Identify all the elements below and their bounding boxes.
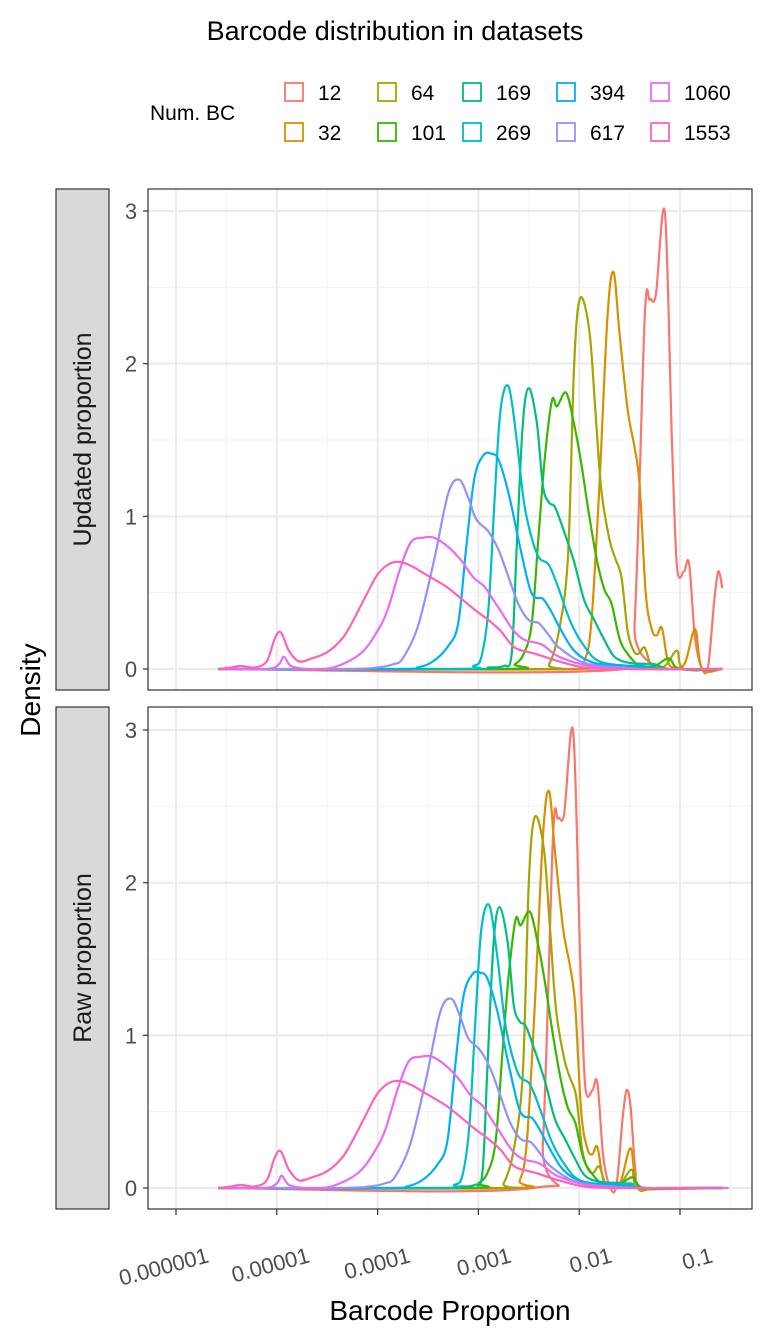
y-tick-label: 3 <box>125 199 137 224</box>
legend-label: 394 <box>590 82 625 105</box>
legend-item-269: 269 <box>462 122 531 145</box>
y-tick-label: 0 <box>125 657 137 682</box>
series-line-394 <box>218 451 723 671</box>
legend-key <box>650 82 670 102</box>
legend-item-64: 64 <box>377 82 435 105</box>
legend-key <box>556 82 576 102</box>
strip-label: Raw proportion <box>69 873 97 1043</box>
x-tick-label: 0.01 <box>567 1243 615 1278</box>
panel-background <box>148 707 752 1209</box>
legend-label: 169 <box>496 82 531 105</box>
y-tick-label: 2 <box>125 871 137 896</box>
legend-key <box>462 82 482 102</box>
legend-label: 32 <box>318 122 341 145</box>
x-tick-label: 0.001 <box>454 1243 514 1281</box>
series-lines <box>218 207 724 675</box>
series-line-617 <box>218 478 723 671</box>
legend-key <box>284 82 304 102</box>
legend: Num. BC 12 32 64 101 169 269 394 617 1060 1553 <box>150 82 731 145</box>
series-line-32 <box>218 789 723 1192</box>
series-line-1553 <box>218 560 723 671</box>
legend-label: 1553 <box>684 122 731 145</box>
series-line-1060 <box>218 535 723 671</box>
legend-label: 1060 <box>684 82 731 105</box>
legend-item-101: 101 <box>377 122 446 145</box>
y-tick-label: 0 <box>125 1176 137 1201</box>
strip <box>55 706 110 1210</box>
legend-key <box>556 122 576 142</box>
legend-key <box>377 82 397 102</box>
panel-updated: Updated proportion 0 1 2 3 <box>55 188 753 691</box>
series-line-169 <box>218 905 723 1190</box>
series-line-1060 <box>218 1054 729 1190</box>
x-tick-label: 0.00001 <box>229 1243 312 1288</box>
y-axis-title: Density <box>15 643 46 736</box>
y-tick-label: 2 <box>125 352 137 377</box>
series-line-169 <box>218 386 723 671</box>
series-lines <box>218 726 729 1194</box>
legend-item-169: 169 <box>462 82 531 105</box>
legend-item-394: 394 <box>556 82 625 105</box>
legend-item-1060: 1060 <box>650 82 731 105</box>
series-line-12 <box>218 726 723 1194</box>
panel-border <box>147 706 753 1210</box>
legend-key <box>284 122 304 142</box>
x-axis: 0.000001 0.00001 0.0001 0.001 0.01 0.1 <box>116 1209 715 1291</box>
legend-key <box>650 122 670 142</box>
legend-label: 617 <box>590 122 625 145</box>
strip <box>55 188 110 691</box>
y-tick-label: 1 <box>125 504 137 529</box>
legend-label: 12 <box>318 82 341 105</box>
panel-raw: Raw proportion 0 1 2 3 <box>55 706 753 1210</box>
x-tick-label: 0.000001 <box>116 1243 211 1291</box>
x-tick-label: 0.1 <box>679 1243 715 1275</box>
strip-label: Updated proportion <box>69 332 97 546</box>
legend-item-32: 32 <box>284 122 341 145</box>
panel-border <box>147 188 753 691</box>
legend-item-12: 12 <box>284 82 341 105</box>
series-line-394 <box>218 970 723 1190</box>
legend-key <box>377 122 397 142</box>
chart-title: Barcode distribution in datasets <box>207 16 584 46</box>
x-axis-title: Barcode Proportion <box>329 1295 570 1326</box>
legend-item-1553: 1553 <box>650 122 731 145</box>
y-tick-label: 1 <box>125 1023 137 1048</box>
legend-label: 269 <box>496 122 531 145</box>
legend-item-617: 617 <box>556 122 625 145</box>
y-tick-label: 3 <box>125 718 137 743</box>
legend-label: 101 <box>411 122 446 145</box>
legend-title: Num. BC <box>150 102 235 125</box>
x-tick-label: 0.0001 <box>341 1243 412 1285</box>
legend-key <box>462 122 482 142</box>
series-line-1553 <box>218 1079 723 1190</box>
legend-label: 64 <box>411 82 435 105</box>
